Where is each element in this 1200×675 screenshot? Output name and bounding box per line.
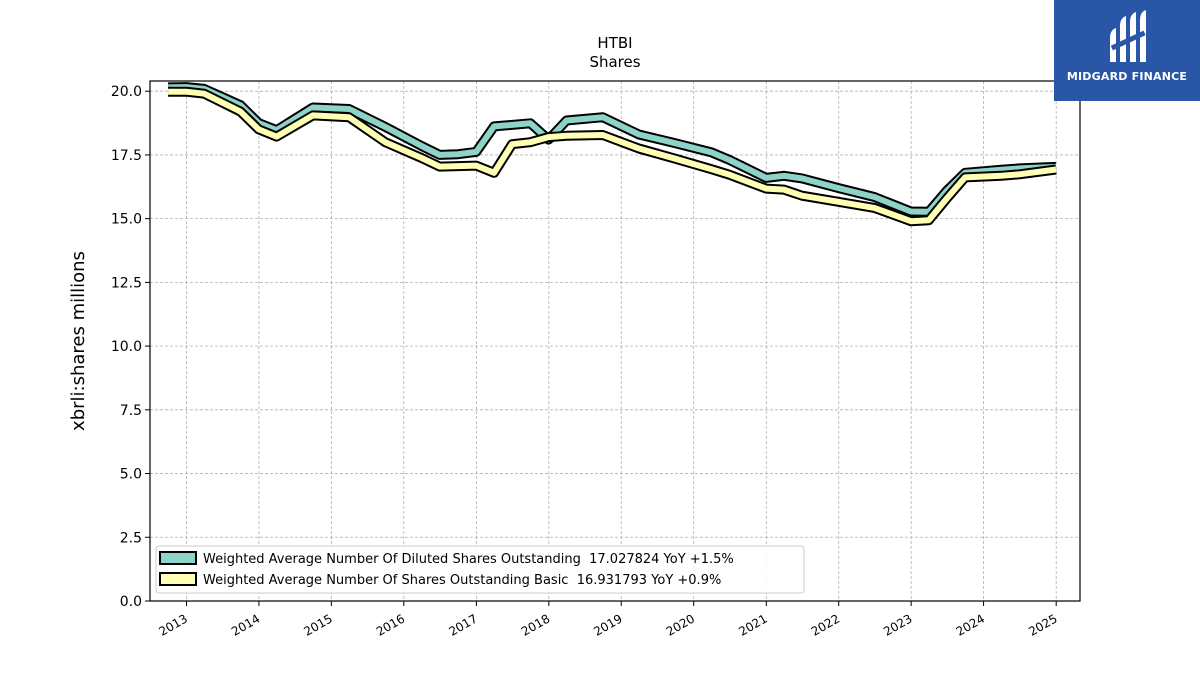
plot-frame [149, 80, 1081, 602]
logo-brand-text: MIDGARD FINANCE [1066, 70, 1188, 83]
series-layer [168, 82, 1057, 227]
chart-title: HTBI [597, 34, 632, 52]
legend-label-basic: Weighted Average Number Of Shares Outsta… [203, 573, 721, 588]
series-line-diluted-outline [168, 82, 1057, 217]
series-line-diluted [168, 84, 1057, 215]
y-tick-label: 5.0 [120, 467, 142, 483]
x-tick-label: 2018 [519, 611, 552, 638]
x-tick-label: 2025 [1026, 611, 1059, 638]
midgard-finance-logo: MIDGARD FINANCE [1054, 0, 1200, 101]
x-tick-label: 2024 [954, 611, 987, 638]
x-axis: 2013 2014 2015 2016 2017 2018 2019 2020 2021 2022… [157, 601, 1060, 639]
grid-lines [150, 81, 1080, 602]
y-tick-label: 17.5 [111, 148, 142, 164]
midgard-logo-icon [1110, 10, 1146, 62]
legend-swatch-basic [159, 572, 197, 586]
legend-label-diluted: Weighted Average Number Of Diluted Share… [203, 552, 734, 567]
x-tick-label: 2020 [664, 611, 697, 638]
x-tick-label: 2022 [809, 611, 842, 638]
x-tick-label: 2013 [157, 611, 190, 638]
legend-box [155, 545, 805, 594]
series-line-basic [168, 88, 1057, 225]
y-tick-label: 20.0 [111, 84, 142, 100]
y-tick-label: 10.0 [111, 339, 142, 355]
y-tick-label: 12.5 [111, 275, 142, 291]
y-tick-label: 7.5 [120, 403, 142, 419]
y-tick-label: 15.0 [111, 212, 142, 228]
y-axis-label: xbrli:shares millions [68, 251, 89, 431]
legend-swatch-diluted [159, 551, 197, 565]
y-axis: 0.0 2.5 5.0 7.5 10.0 12.5 15.0 17.5 20.0 [111, 84, 150, 610]
x-tick-label: 2021 [736, 611, 769, 638]
x-tick-label: 2015 [301, 611, 334, 638]
x-tick-label: 2023 [881, 611, 914, 638]
x-tick-label: 2014 [229, 611, 262, 638]
legend: Weighted Average Number Of Diluted Share… [155, 545, 805, 594]
x-tick-label: 2016 [374, 611, 407, 638]
chart-subtitle: Shares [589, 53, 640, 71]
y-tick-label: 0.0 [120, 594, 142, 610]
x-tick-label: 2019 [591, 611, 624, 638]
y-tick-label: 2.5 [120, 530, 142, 546]
x-tick-label: 2017 [446, 611, 479, 638]
